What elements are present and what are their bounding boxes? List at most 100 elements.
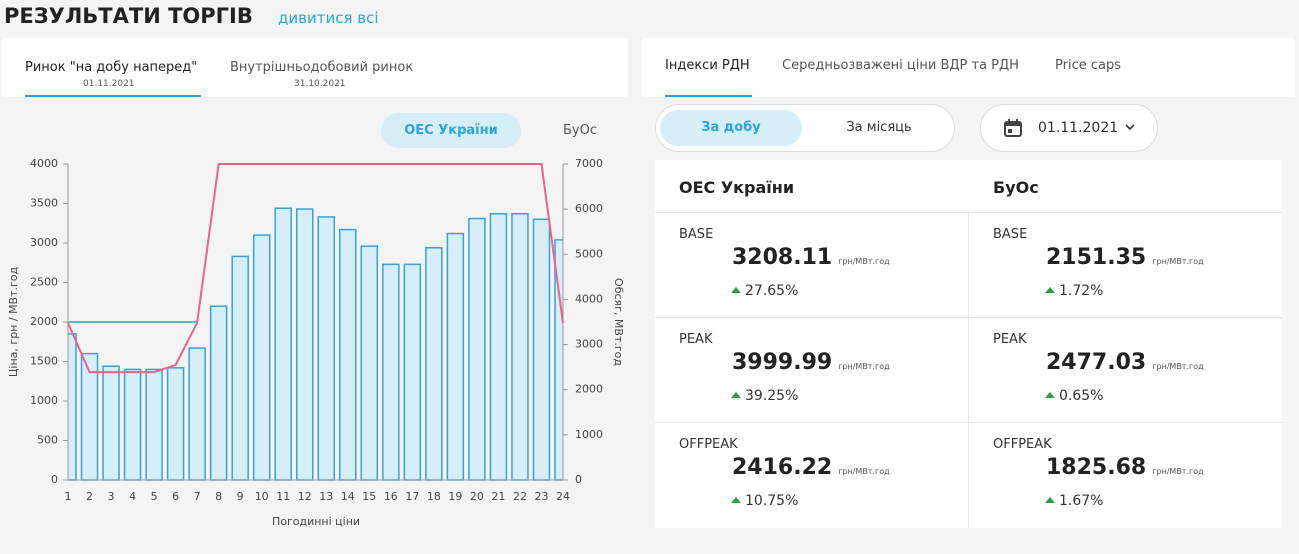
y-tick-label: 3000 [30,236,58,249]
unit: грн/МВт.год [1152,467,1204,476]
line [67,163,564,374]
bar [446,232,465,481]
index-value: 2151.35 грн/МВт.год [1046,245,1204,270]
bar [209,305,228,481]
bar [468,217,486,481]
bar [123,368,142,481]
bar [166,367,185,481]
indices-table: ОЕС України БуОс BASE 3208.11 грн/МВт.год 2… [655,160,1282,528]
index-cell: OFFPEAK 1825.68 грн/МВт.год 1.67% [969,422,1282,528]
tab-label[interactable]: Ринок "на добу наперед" [25,60,198,75]
bar [489,213,508,481]
x-tick-label: 15 [362,490,376,503]
index-cell: BASE 2151.35 грн/МВт.год 1.72% [969,212,1282,318]
bar [231,255,249,481]
value: 2151.35 [1046,245,1147,270]
x-tick-label: 21 [491,490,505,503]
index-change: 27.65% [731,283,798,299]
y2-axis-title: Обсяг, МВт.год [612,278,625,366]
bar [252,234,271,481]
y-tick-label: 0 [51,473,58,486]
toggle-option[interactable]: За місяць [846,120,912,135]
toggle-option[interactable]: БуОс [563,123,597,138]
x-tick-label: 1 [65,490,72,503]
tab-date: 01.11.2021 [83,79,135,89]
date-value: 01.11.2021 [1038,120,1119,136]
index-value: 3208.11 грн/МВт.год [732,245,890,270]
x-tick-label: 10 [255,490,269,503]
tab-label[interactable]: Внутрішньодобовий ринок [230,60,414,75]
y2-tick-label: 0 [575,473,582,486]
unit: грн/МВт.год [1152,257,1204,266]
bar [339,228,357,481]
index-change: 1.67% [1045,493,1103,509]
index-change: 39.25% [731,388,798,404]
x-tick-label: 4 [129,490,136,503]
tab-date: 31.10.2021 [294,79,346,89]
y2-tick-label: 3000 [575,338,603,351]
x-tick-label: 14 [341,490,355,503]
market-tabs: Ринок "на добу наперед" 01.11.2021 Внутр… [2,38,628,97]
y-tick-label: 2500 [30,276,58,289]
bar [511,213,529,481]
period-toggle: За добу За місяць [655,104,955,152]
index-value: 3999.99 грн/МВт.год [732,350,890,375]
index-label: BASE [993,227,1028,242]
index-value: 1825.68 грн/МВт.год [1046,455,1204,480]
tab-label[interactable]: Середньозважені ціни ВДР та РДН [782,58,1019,73]
y2-tick-label: 6000 [575,202,603,215]
tab-underline [665,95,752,97]
view-all-link[interactable]: дивитися всі [278,9,379,27]
tab-underline [25,95,201,97]
x-tick-label: 3 [108,490,115,503]
y-tick-label: 2000 [30,315,58,328]
column-divider [968,212,969,528]
tab-label[interactable]: Price caps [1055,58,1121,73]
chart: Погодинні ціни Ціна, грн / МВт.год Обсяг… [7,157,625,528]
x-tick-label: 13 [319,490,333,503]
date-picker[interactable]: 01.11.2021 [980,104,1158,152]
index-value: 2477.03 грн/МВт.год [1046,350,1204,375]
value: 2477.03 [1046,350,1147,375]
index-cell: OFFPEAK 2416.22 грн/МВт.год 10.75% [655,422,968,528]
bar [317,216,336,481]
column-header: ОЕС України [679,178,795,197]
bar [360,245,379,481]
y-tick-label: 1500 [30,355,58,368]
x-tick-label: 7 [194,490,201,503]
x-tick-label: 22 [513,490,527,503]
index-label: BASE [679,227,714,242]
index-label: OFFPEAK [993,437,1052,452]
bar [295,208,314,481]
x-axis-title: Погодинні ціни [272,515,360,528]
unit: грн/МВт.год [1152,362,1204,371]
index-label: OFFPEAK [679,437,738,452]
x-tick-label: 19 [448,490,462,503]
unit: грн/МВт.год [838,362,890,371]
page-title: РЕЗУЛЬТАТИ ТОРГІВ [4,4,253,28]
index-change: 10.75% [731,493,798,509]
unit: грн/МВт.год [838,257,890,266]
y2-tick-label: 5000 [575,247,603,260]
x-tick-label: 16 [384,490,398,503]
x-tick-label: 8 [215,490,222,503]
x-tick-label: 11 [276,490,290,503]
y-tick-label: 1000 [30,394,58,407]
bar [554,239,563,481]
bar [532,218,551,481]
x-tick-label: 17 [405,490,419,503]
y-tick-label: 4000 [30,157,58,170]
x-tick-label: 12 [298,490,312,503]
tab-label[interactable]: Індекси РДН [665,58,750,73]
index-change: 0.65% [1045,388,1103,404]
index-label: PEAK [993,332,1027,347]
toggle-active[interactable]: ОЕС України [381,113,521,148]
y-tick-label: 3500 [30,197,58,210]
unit: грн/МВт.год [838,467,890,476]
chevron [1125,124,1135,131]
x-tick-label: 9 [237,490,244,503]
bar [145,368,163,481]
y-axis-title: Ціна, грн / МВт.год [7,266,20,377]
toggle-active[interactable]: За добу [660,110,802,146]
